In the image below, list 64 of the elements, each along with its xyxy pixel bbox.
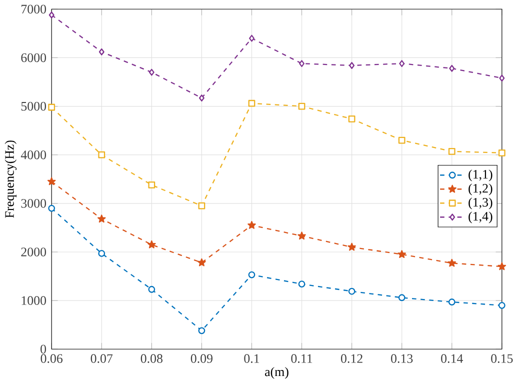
y-tick-label: 6000 xyxy=(21,54,46,62)
point xyxy=(98,152,106,158)
x-tick-label: 0.1 xyxy=(244,354,260,364)
x-tick-label: 0.13 xyxy=(391,354,413,364)
point xyxy=(48,12,54,19)
point xyxy=(498,150,506,157)
point xyxy=(98,250,106,258)
point xyxy=(249,35,254,42)
x-axis-title: a(m) xyxy=(265,367,288,380)
point xyxy=(98,214,106,223)
y-tick-label: 5000 xyxy=(21,102,46,111)
point xyxy=(499,74,505,82)
point xyxy=(148,286,156,294)
y-tick-label: 0 xyxy=(40,344,46,354)
point xyxy=(448,298,456,306)
y-tick-label: 2000 xyxy=(21,248,46,257)
point xyxy=(298,232,306,240)
y-tick-label: 4000 xyxy=(20,150,46,160)
x-tick-label: 0.14 xyxy=(441,354,463,364)
point xyxy=(449,65,455,72)
legend-label: (1,4) xyxy=(468,212,492,224)
point xyxy=(348,288,356,295)
point xyxy=(298,280,306,288)
point xyxy=(248,100,256,108)
point xyxy=(448,148,456,156)
point xyxy=(248,272,256,278)
point xyxy=(398,250,406,258)
x-tick-label: 0.11 xyxy=(291,354,312,364)
point xyxy=(98,48,104,56)
point xyxy=(248,221,256,230)
point xyxy=(48,104,56,111)
point xyxy=(48,205,56,212)
x-tick-label: 0.06 xyxy=(40,354,63,364)
y-tick-label: 7000 xyxy=(22,4,46,14)
point xyxy=(298,103,306,110)
x-tick-label: 0.12 xyxy=(340,354,362,364)
point xyxy=(198,327,206,334)
point xyxy=(348,243,356,251)
legend-label: (1,1) xyxy=(468,170,492,182)
point xyxy=(448,259,456,267)
point xyxy=(348,116,356,123)
point xyxy=(198,258,206,266)
point xyxy=(198,202,206,210)
y-axis-title: Frequency(Hz) xyxy=(4,140,17,218)
point xyxy=(498,262,506,270)
y-tick-label: 1000 xyxy=(22,296,46,306)
x-tick-label: 0.08 xyxy=(140,354,162,364)
point xyxy=(198,94,204,102)
point xyxy=(47,177,56,186)
x-tick-label: 0.09 xyxy=(190,354,212,364)
legend-label: (1,3) xyxy=(468,198,492,210)
x-tick-label: 0.07 xyxy=(90,354,113,364)
y-tick-label: 3000 xyxy=(21,199,46,208)
point xyxy=(299,60,304,68)
point xyxy=(399,60,405,68)
legend-label: (1,2) xyxy=(468,184,492,196)
point xyxy=(498,302,506,310)
point xyxy=(398,294,406,302)
point xyxy=(349,62,355,70)
x-tick-label: 0.15 xyxy=(491,354,513,364)
point xyxy=(148,240,156,248)
point xyxy=(148,69,154,76)
point xyxy=(148,182,156,189)
point xyxy=(398,137,406,144)
